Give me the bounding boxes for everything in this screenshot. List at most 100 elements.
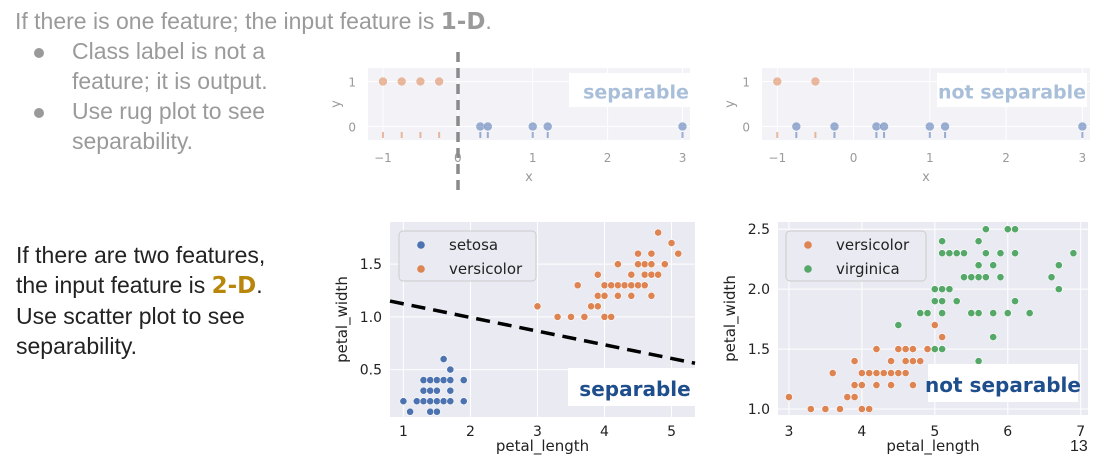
data-point [810, 76, 821, 87]
data-point [887, 357, 895, 365]
bullet-text: Use rug plot to see separability. [72, 98, 266, 154]
data-point [806, 405, 815, 413]
x-tick-label: 6 [1003, 424, 1012, 440]
legend-marker [804, 265, 812, 273]
one-feature-prefix: If there is one feature; the input featu… [15, 8, 441, 34]
data-point [865, 369, 874, 377]
legend-label: virginica [836, 260, 900, 278]
data-point [553, 312, 562, 321]
data-point [600, 291, 609, 300]
data-point [938, 237, 947, 246]
data-point [607, 281, 616, 290]
data-point [634, 281, 642, 290]
x-axis-label: petal_length [496, 437, 589, 456]
data-point [945, 249, 954, 258]
data-point [419, 397, 428, 406]
data-point [433, 386, 441, 395]
data-point [1011, 297, 1019, 306]
data-point [634, 260, 642, 269]
data-point [627, 281, 636, 290]
data-point [396, 76, 407, 87]
x-tick-label: 5 [667, 424, 676, 440]
data-point [620, 281, 629, 290]
data-point [378, 76, 388, 87]
data-point [600, 281, 609, 290]
data-point [600, 312, 609, 321]
data-point [923, 309, 932, 318]
data-point [426, 386, 435, 395]
data-point [938, 333, 947, 341]
x-axis-label: petal_length [886, 437, 979, 456]
legend-box [785, 230, 927, 282]
data-point [660, 260, 669, 269]
data-point [1077, 121, 1088, 132]
data-point [533, 302, 542, 311]
chart-1: −1012301xyseparable [329, 68, 703, 185]
data-point [938, 285, 947, 294]
one-feature-heading: If there is one feature; the input featu… [15, 6, 492, 37]
data-point [930, 321, 939, 329]
one-d-highlight: 1-D [440, 9, 486, 35]
y-tick-label: 1.0 [360, 310, 382, 326]
y-tick-label: 1 [348, 76, 356, 90]
data-point [1069, 249, 1078, 258]
annotation-label: not separable [938, 82, 1086, 104]
data-point [647, 270, 656, 279]
data-point [850, 381, 859, 389]
data-point [916, 309, 925, 318]
data-point [872, 381, 881, 389]
data-point [981, 249, 990, 258]
data-point [772, 76, 783, 87]
x-axis-label: x [922, 170, 930, 185]
y-axis-label: y [329, 100, 344, 108]
data-point [1054, 261, 1063, 270]
data-point [674, 249, 683, 258]
legend: versicolor virginica [785, 230, 927, 282]
data-point [1003, 309, 1012, 318]
data-point [996, 249, 1005, 258]
data-point [923, 345, 932, 353]
data-point [459, 376, 468, 385]
data-point [640, 270, 649, 279]
data-point [930, 345, 939, 353]
data-point [894, 321, 903, 329]
x-tick-label: 5 [930, 424, 939, 440]
legend: setosa versicolor [398, 230, 537, 282]
annotation-box [937, 73, 1087, 107]
data-point [938, 249, 947, 258]
data-point [439, 376, 448, 385]
data-point [952, 297, 961, 306]
data-point [887, 381, 895, 389]
bullet-item: Use rug plot to see separability. [34, 96, 294, 156]
data-point [974, 273, 983, 282]
data-point [573, 281, 582, 290]
x-tick-label: 2 [604, 151, 612, 165]
y-tick-label: 2.5 [748, 222, 770, 238]
data-point [940, 121, 950, 132]
data-point [593, 270, 602, 279]
data-point [930, 297, 939, 306]
data-point [829, 121, 840, 132]
data-point [938, 345, 947, 353]
data-point [930, 285, 939, 294]
data-point [433, 407, 441, 416]
data-point [433, 376, 441, 385]
two-feature-line-a: If there are two features, [16, 242, 266, 268]
data-point [872, 369, 881, 377]
x-tick-label: 2 [466, 424, 475, 440]
data-point [627, 270, 636, 279]
data-point [1025, 309, 1034, 318]
data-point [527, 121, 538, 132]
data-point [426, 397, 435, 406]
y-tick-label: 1.0 [748, 402, 770, 418]
y-tick-label: 0 [348, 121, 356, 135]
data-point [945, 285, 954, 294]
data-point [909, 345, 917, 353]
annotation-label: not separable [925, 373, 1081, 397]
data-point [836, 405, 844, 413]
decision-boundary-line [389, 299, 696, 365]
data-point [412, 397, 421, 406]
data-point [843, 393, 852, 401]
data-point [419, 376, 428, 385]
legend-marker [417, 241, 425, 249]
